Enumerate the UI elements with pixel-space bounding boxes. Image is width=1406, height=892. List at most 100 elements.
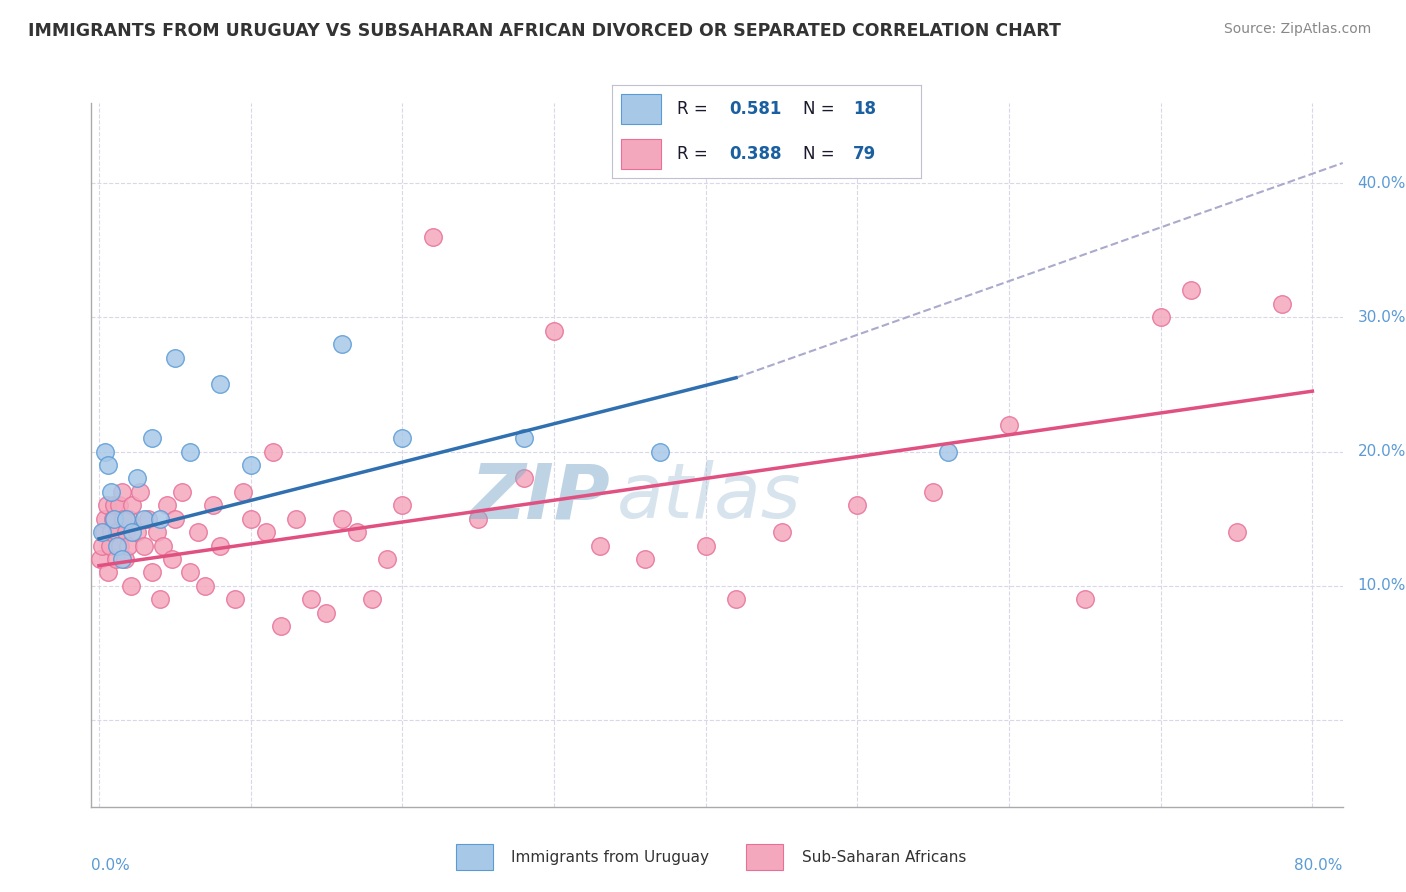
Point: [125, 471, 148, 485]
Point: [103, 511, 125, 525]
Point: [391, 431, 413, 445]
Point: [111, 552, 134, 566]
Point: [100, 484, 122, 499]
Point: [93, 525, 115, 540]
Point: [846, 498, 869, 512]
Text: 30.0%: 30.0%: [1358, 310, 1406, 325]
Point: [172, 484, 194, 499]
Point: [194, 579, 217, 593]
Point: [224, 592, 246, 607]
Point: [361, 592, 384, 607]
Point: [125, 525, 148, 540]
Point: [96, 498, 118, 512]
Point: [1180, 284, 1202, 298]
Point: [254, 525, 277, 540]
Point: [114, 552, 136, 566]
Point: [187, 525, 209, 540]
Text: N =: N =: [803, 100, 841, 118]
Point: [299, 592, 322, 607]
Point: [512, 431, 534, 445]
Point: [209, 377, 232, 392]
Point: [270, 619, 292, 633]
Point: [101, 511, 124, 525]
Point: [1150, 310, 1173, 325]
Text: N =: N =: [803, 145, 841, 163]
Point: [922, 484, 945, 499]
Point: [107, 498, 129, 512]
Point: [98, 539, 121, 553]
Point: [232, 484, 254, 499]
Text: Immigrants from Uruguay: Immigrants from Uruguay: [512, 850, 709, 864]
Point: [91, 525, 114, 540]
Point: [330, 511, 353, 525]
Text: 40.0%: 40.0%: [1358, 176, 1406, 191]
Point: [134, 539, 156, 553]
Point: [136, 511, 159, 525]
Text: IMMIGRANTS FROM URUGUAY VS SUBSAHARAN AFRICAN DIVORCED OR SEPARATED CORRELATION : IMMIGRANTS FROM URUGUAY VS SUBSAHARAN AF…: [28, 22, 1062, 40]
Point: [145, 525, 167, 540]
FancyBboxPatch shape: [456, 844, 492, 871]
Point: [108, 539, 131, 553]
Point: [121, 525, 143, 540]
Point: [94, 444, 117, 458]
Point: [163, 511, 186, 525]
Point: [149, 592, 172, 607]
Text: Source: ZipAtlas.com: Source: ZipAtlas.com: [1223, 22, 1371, 37]
Point: [588, 539, 610, 553]
Point: [118, 511, 141, 525]
Point: [103, 498, 125, 512]
Point: [346, 525, 368, 540]
Point: [97, 566, 120, 580]
Point: [239, 511, 262, 525]
Point: [115, 525, 138, 540]
Point: [201, 498, 224, 512]
Point: [650, 444, 672, 458]
Point: [105, 539, 128, 553]
Text: Sub-Saharan Africans: Sub-Saharan Africans: [801, 850, 966, 864]
Point: [179, 566, 201, 580]
Point: [111, 484, 134, 499]
Point: [1225, 525, 1247, 540]
Point: [285, 511, 308, 525]
Point: [770, 525, 793, 540]
Point: [160, 552, 183, 566]
Point: [998, 417, 1021, 432]
Point: [634, 552, 657, 566]
FancyBboxPatch shape: [621, 95, 661, 124]
Point: [315, 606, 337, 620]
Text: 0.581: 0.581: [730, 100, 782, 118]
Text: R =: R =: [676, 145, 713, 163]
Point: [422, 229, 444, 244]
Point: [141, 431, 163, 445]
FancyBboxPatch shape: [621, 139, 661, 169]
Text: 18: 18: [853, 100, 876, 118]
Text: atlas: atlas: [617, 460, 801, 534]
Point: [89, 552, 111, 566]
Point: [100, 525, 122, 540]
Text: 10.0%: 10.0%: [1358, 578, 1406, 593]
Text: ZIP: ZIP: [471, 460, 610, 534]
Point: [94, 511, 117, 525]
Point: [1271, 297, 1294, 311]
Point: [938, 444, 960, 458]
Text: 79: 79: [853, 145, 876, 163]
Point: [117, 539, 139, 553]
Point: [163, 351, 186, 365]
Point: [209, 539, 232, 553]
Point: [105, 525, 128, 540]
Point: [512, 471, 534, 485]
Text: 80.0%: 80.0%: [1295, 858, 1343, 873]
Text: R =: R =: [676, 100, 713, 118]
Point: [141, 566, 163, 580]
Point: [375, 552, 398, 566]
Point: [391, 498, 413, 512]
Point: [120, 579, 142, 593]
Point: [1074, 592, 1097, 607]
Point: [91, 539, 114, 553]
Point: [97, 458, 120, 472]
Point: [262, 444, 284, 458]
Point: [239, 458, 262, 472]
Point: [149, 511, 172, 525]
Point: [121, 498, 143, 512]
Text: 20.0%: 20.0%: [1358, 444, 1406, 459]
